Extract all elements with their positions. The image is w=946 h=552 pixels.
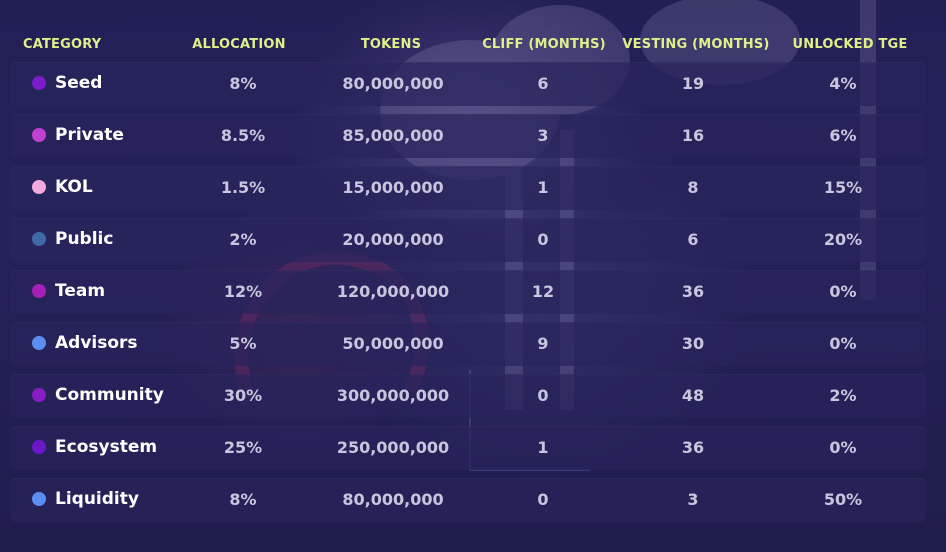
unlocked-cell: 6% xyxy=(829,126,857,145)
category-cell: Private xyxy=(32,125,124,145)
unlocked-cell: 4% xyxy=(829,74,857,93)
unlocked-cell: 15% xyxy=(823,178,863,197)
unlocked-cell: 20% xyxy=(823,230,863,249)
category-color-dot xyxy=(32,180,46,194)
header-category: CATEGORY xyxy=(23,37,102,52)
category-cell: Ecosystem xyxy=(32,437,157,457)
cliff-cell: 0 xyxy=(537,230,549,249)
category-label: Advisors xyxy=(55,333,138,353)
category-cell: Liquidity xyxy=(32,489,139,509)
table-row: Ecosystem 25% 250,000,000 1 36 0% xyxy=(10,426,926,470)
header-allocation: ALLOCATION xyxy=(192,37,286,52)
category-cell: Public xyxy=(32,229,113,249)
table-row: Liquidity 8% 80,000,000 0 3 50% xyxy=(10,478,926,522)
cliff-cell: 1 xyxy=(537,438,549,457)
tokens-cell: 300,000,000 xyxy=(336,386,450,405)
category-label: Liquidity xyxy=(55,489,139,509)
cliff-cell: 12 xyxy=(531,282,555,301)
category-color-dot xyxy=(32,232,46,246)
category-label: Private xyxy=(55,125,124,145)
unlocked-cell: 2% xyxy=(829,386,857,405)
allocation-cell: 8.5% xyxy=(220,126,266,145)
unlocked-cell: 0% xyxy=(829,334,857,353)
vesting-cell: 3 xyxy=(687,490,699,509)
category-color-dot xyxy=(32,76,46,90)
category-label: Public xyxy=(55,229,114,249)
allocation-cell: 8% xyxy=(229,74,257,93)
cliff-cell: 6 xyxy=(537,74,549,93)
category-cell: Team xyxy=(32,281,105,301)
category-cell: Advisors xyxy=(32,333,138,353)
table-row: Community 30% 300,000,000 0 48 2% xyxy=(10,374,926,418)
tokens-cell: 85,000,000 xyxy=(342,126,444,145)
tokens-cell: 50,000,000 xyxy=(342,334,444,353)
tokens-cell: 80,000,000 xyxy=(342,74,444,93)
vesting-cell: 8 xyxy=(687,178,699,197)
vesting-cell: 36 xyxy=(681,438,705,457)
category-label: Seed xyxy=(55,73,103,93)
category-label: KOL xyxy=(55,177,93,197)
category-cell: Community xyxy=(32,385,164,405)
vesting-table: CATEGORY ALLOCATION TOKENS CLIFF (MONTHS… xyxy=(10,30,926,530)
table-body: Seed 8% 80,000,000 6 19 4% Private 8.5% 85,000,0… xyxy=(10,62,926,522)
table-row: KOL 1.5% 15,000,000 1 8 15% xyxy=(10,166,926,210)
table-row: Public 2% 20,000,000 0 6 20% xyxy=(10,218,926,262)
vesting-cell: 6 xyxy=(687,230,699,249)
category-cell: KOL xyxy=(32,177,93,197)
cliff-cell: 9 xyxy=(537,334,549,353)
table-row: Advisors 5% 50,000,000 9 30 0% xyxy=(10,322,926,366)
category-label: Ecosystem xyxy=(55,437,158,457)
header-unlocked: UNLOCKED TGE xyxy=(792,37,908,52)
vesting-cell: 19 xyxy=(681,74,705,93)
category-cell: Seed xyxy=(32,73,102,93)
allocation-cell: 2% xyxy=(229,230,257,249)
table-row: Private 8.5% 85,000,000 3 16 6% xyxy=(10,114,926,158)
category-color-dot xyxy=(32,492,46,506)
unlocked-cell: 50% xyxy=(823,490,863,509)
category-color-dot xyxy=(32,440,46,454)
unlocked-cell: 0% xyxy=(829,282,857,301)
cliff-cell: 0 xyxy=(537,490,549,509)
category-color-dot xyxy=(32,128,46,142)
header-cliff: CLIFF (MONTHS) xyxy=(482,37,606,52)
allocation-cell: 12% xyxy=(223,282,263,301)
vesting-cell: 48 xyxy=(681,386,705,405)
vesting-cell: 30 xyxy=(681,334,705,353)
allocation-cell: 25% xyxy=(223,438,263,457)
tokens-cell: 250,000,000 xyxy=(336,438,450,457)
allocation-cell: 8% xyxy=(229,490,257,509)
table-row: Seed 8% 80,000,000 6 19 4% xyxy=(10,62,926,106)
cliff-cell: 1 xyxy=(537,178,549,197)
unlocked-cell: 0% xyxy=(829,438,857,457)
table-row: Team 12% 120,000,000 12 36 0% xyxy=(10,270,926,314)
tokens-cell: 120,000,000 xyxy=(336,282,450,301)
tokens-cell: 15,000,000 xyxy=(342,178,444,197)
table-header: CATEGORY ALLOCATION TOKENS CLIFF (MONTHS… xyxy=(10,30,926,62)
allocation-cell: 5% xyxy=(229,334,257,353)
category-label: Community xyxy=(55,385,164,405)
allocation-cell: 30% xyxy=(223,386,263,405)
allocation-cell: 1.5% xyxy=(220,178,266,197)
category-label: Team xyxy=(55,281,106,301)
tokens-cell: 80,000,000 xyxy=(342,490,444,509)
category-color-dot xyxy=(32,336,46,350)
cliff-cell: 3 xyxy=(537,126,549,145)
header-tokens: TOKENS xyxy=(360,37,422,52)
header-vesting: VESTING (MONTHS) xyxy=(622,37,770,52)
cliff-cell: 0 xyxy=(537,386,549,405)
vesting-cell: 16 xyxy=(681,126,705,145)
category-color-dot xyxy=(32,284,46,298)
category-color-dot xyxy=(32,388,46,402)
vesting-cell: 36 xyxy=(681,282,705,301)
tokens-cell: 20,000,000 xyxy=(342,230,444,249)
